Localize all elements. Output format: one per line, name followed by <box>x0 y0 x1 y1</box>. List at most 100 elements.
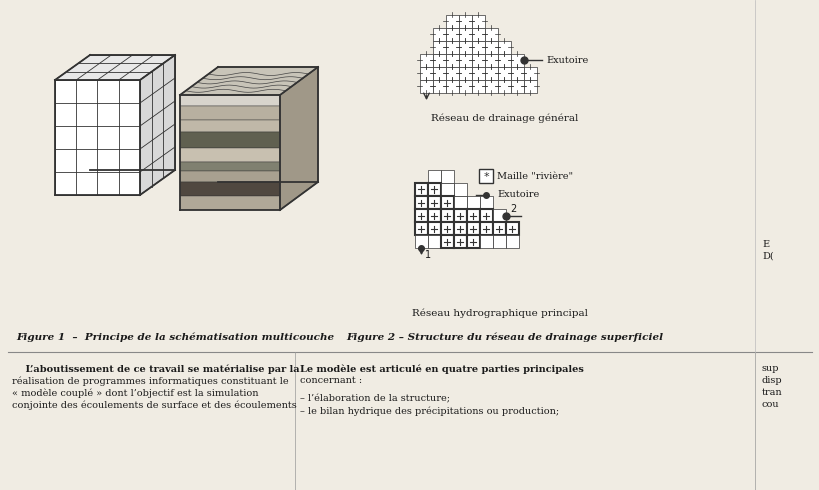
Text: – le bilan hydrique des précipitations ou production;: – le bilan hydrique des précipitations o… <box>300 406 559 416</box>
Polygon shape <box>180 182 279 196</box>
Text: Réseau de drainage général: Réseau de drainage général <box>431 113 578 122</box>
Polygon shape <box>432 54 446 67</box>
Text: Réseau hydrographique principal: Réseau hydrographique principal <box>411 308 587 318</box>
Text: Exutoire: Exutoire <box>545 56 587 65</box>
Polygon shape <box>180 95 279 106</box>
Polygon shape <box>484 41 497 54</box>
Polygon shape <box>454 183 467 196</box>
Polygon shape <box>414 183 428 196</box>
Polygon shape <box>472 28 484 41</box>
Text: cou: cou <box>761 400 779 409</box>
Polygon shape <box>180 132 279 148</box>
Polygon shape <box>510 54 523 67</box>
Polygon shape <box>180 106 279 121</box>
Polygon shape <box>441 183 454 196</box>
Polygon shape <box>446 80 459 93</box>
Polygon shape <box>428 209 441 222</box>
Text: Maille "rivière": Maille "rivière" <box>497 172 573 181</box>
Text: 1: 1 <box>424 250 430 260</box>
Polygon shape <box>432 28 446 41</box>
Polygon shape <box>180 121 279 132</box>
Polygon shape <box>497 67 510 80</box>
Polygon shape <box>484 28 497 41</box>
Polygon shape <box>279 67 318 210</box>
Polygon shape <box>180 196 279 210</box>
Polygon shape <box>428 235 441 248</box>
Polygon shape <box>428 196 441 209</box>
Polygon shape <box>472 54 484 67</box>
Text: – l’élaboration de la structure;: – l’élaboration de la structure; <box>300 394 450 403</box>
Polygon shape <box>497 80 510 93</box>
Polygon shape <box>472 80 484 93</box>
Text: 2: 2 <box>509 203 516 214</box>
Polygon shape <box>459 41 472 54</box>
Text: Exutoire: Exutoire <box>497 190 539 199</box>
Polygon shape <box>454 222 467 235</box>
Polygon shape <box>428 222 441 235</box>
Polygon shape <box>419 54 432 67</box>
Polygon shape <box>446 41 459 54</box>
Text: Figure 2 – Structure du réseau de drainage superficiel: Figure 2 – Structure du réseau de draina… <box>346 332 663 342</box>
Polygon shape <box>414 222 428 235</box>
Text: réalisation de programmes informatiques constituant le: réalisation de programmes informatiques … <box>12 376 288 386</box>
Text: *: * <box>483 172 489 181</box>
Text: tran: tran <box>761 388 781 397</box>
Polygon shape <box>492 222 505 235</box>
Polygon shape <box>479 209 492 222</box>
Polygon shape <box>454 209 467 222</box>
Polygon shape <box>497 54 510 67</box>
Polygon shape <box>446 54 459 67</box>
Polygon shape <box>467 196 479 209</box>
Polygon shape <box>523 67 536 80</box>
Polygon shape <box>441 222 454 235</box>
Polygon shape <box>459 15 472 28</box>
Polygon shape <box>140 55 174 195</box>
Polygon shape <box>459 80 472 93</box>
Text: Le modèle est articulé en quatre parties principales: Le modèle est articulé en quatre parties… <box>300 364 583 373</box>
Text: D(: D( <box>761 252 773 261</box>
Polygon shape <box>414 196 428 209</box>
Polygon shape <box>446 28 459 41</box>
Polygon shape <box>479 170 493 183</box>
Polygon shape <box>505 235 518 248</box>
Polygon shape <box>479 222 492 235</box>
Text: « modèle couplé » dont l’objectif est la simulation: « modèle couplé » dont l’objectif est la… <box>12 388 258 397</box>
Polygon shape <box>484 80 497 93</box>
Polygon shape <box>55 80 140 195</box>
Text: E: E <box>761 240 768 249</box>
Polygon shape <box>472 67 484 80</box>
Polygon shape <box>428 183 441 196</box>
Polygon shape <box>454 235 467 248</box>
Text: sup: sup <box>761 364 779 373</box>
Polygon shape <box>467 222 479 235</box>
Polygon shape <box>497 41 510 54</box>
Text: disp: disp <box>761 376 781 385</box>
Text: conjointe des écoulements de surface et des écoulements: conjointe des écoulements de surface et … <box>12 400 296 410</box>
Polygon shape <box>441 170 454 183</box>
Polygon shape <box>428 170 441 183</box>
Polygon shape <box>180 67 318 95</box>
Polygon shape <box>459 67 472 80</box>
Text: Figure 1  –  Principe de la schématisation multicouche: Figure 1 – Principe de la schématisation… <box>16 332 333 342</box>
Polygon shape <box>479 235 492 248</box>
Polygon shape <box>467 235 479 248</box>
Polygon shape <box>492 235 505 248</box>
Polygon shape <box>432 80 446 93</box>
Text: L’aboutissement de ce travail se matérialise par la: L’aboutissement de ce travail se matéria… <box>12 364 299 373</box>
Text: concernant :: concernant : <box>300 376 362 385</box>
Polygon shape <box>459 54 472 67</box>
Polygon shape <box>467 209 479 222</box>
Polygon shape <box>510 80 523 93</box>
Polygon shape <box>432 67 446 80</box>
Polygon shape <box>441 209 454 222</box>
Polygon shape <box>510 67 523 80</box>
Polygon shape <box>446 67 459 80</box>
Polygon shape <box>432 41 446 54</box>
Polygon shape <box>180 162 279 171</box>
Polygon shape <box>484 54 497 67</box>
Polygon shape <box>441 235 454 248</box>
Polygon shape <box>523 80 536 93</box>
Polygon shape <box>180 171 279 182</box>
Polygon shape <box>419 67 432 80</box>
Polygon shape <box>454 196 467 209</box>
